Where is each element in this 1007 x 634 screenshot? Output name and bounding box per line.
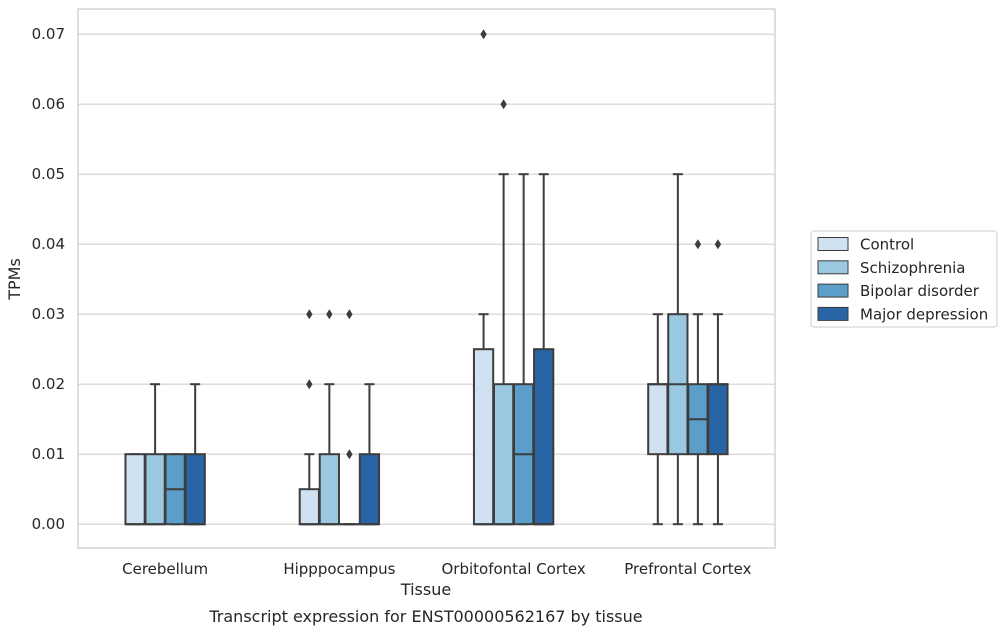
box-body: [707, 383, 729, 456]
x-tick-label: Prefrontal Cortex: [624, 560, 751, 578]
y-tick-labels: 0.00 0.01 0.02 0.03 0.04 0.05 0.06 0.07: [32, 25, 65, 533]
box-body: [533, 348, 555, 526]
box-body: [124, 453, 146, 526]
y-tick-label: 0.02: [32, 375, 65, 393]
box-body: [647, 383, 669, 456]
box-1-0: [298, 309, 320, 526]
box-0-1: [144, 383, 166, 526]
legend-label: Schizophrenia: [860, 259, 965, 277]
box-body: [358, 453, 381, 526]
legend-frame: [810, 230, 998, 328]
legend-swatch: [817, 237, 849, 251]
legend-label: Control: [860, 236, 914, 254]
box-0-2: [164, 453, 186, 526]
box-3-2: [687, 239, 709, 526]
box-2-2: [513, 173, 535, 526]
legend-swatch: [817, 283, 849, 298]
box-2-1: [492, 99, 515, 526]
box-0-0: [124, 453, 146, 526]
x-tick-label: Hipppocampus: [283, 560, 395, 578]
legend-label: Bipolar disorder: [860, 282, 980, 300]
box-0-3: [184, 383, 206, 526]
box-1-2: [338, 309, 361, 526]
y-tick-label: 0.05: [32, 165, 65, 183]
y-tick-label: 0.07: [32, 25, 65, 43]
box-1-1: [318, 309, 340, 526]
outlier-point: [306, 309, 313, 320]
outlier-point: [714, 239, 722, 250]
box-2-3: [533, 173, 555, 526]
outlier-point: [480, 29, 487, 40]
plot-frame: [77, 8, 776, 549]
legend-swatch: [817, 260, 849, 275]
outlier-point: [346, 309, 353, 320]
x-tick-label: Orbitofontal Cortex: [442, 560, 586, 578]
box-2-0: [472, 29, 495, 526]
box-body: [318, 453, 340, 526]
box-3-1: [667, 173, 689, 526]
outlier-point: [326, 309, 333, 320]
outlier-point: [694, 239, 702, 250]
x-axis-label: Tissue: [400, 580, 451, 599]
chart-caption: Transcript expression for ENST0000056216…: [208, 607, 642, 626]
box-1-3: [358, 383, 381, 526]
y-tick-label: 0.04: [32, 235, 65, 253]
outlier-point: [306, 379, 313, 390]
y-axis-label: TPMs: [5, 258, 24, 301]
legend-swatch: [817, 306, 849, 321]
y-tick-label: 0.06: [32, 95, 65, 113]
legend-label: Major depression: [860, 305, 988, 323]
y-tick-label: 0.00: [32, 515, 65, 533]
legend: Control Schizophrenia Bipolar disorder Majo…: [810, 230, 998, 328]
plot-area: [124, 29, 729, 526]
box-body: [144, 453, 166, 526]
y-tick-label: 0.01: [32, 445, 65, 463]
x-tick-label: Cerebellum: [122, 560, 208, 578]
box-3-0: [647, 313, 669, 526]
box-3-3: [707, 239, 729, 526]
outlier-point: [500, 99, 507, 110]
x-tick-labels: Cerebellum Hipppocampus Orbitofontal Corte…: [122, 560, 751, 578]
box-body: [472, 348, 495, 526]
outlier-point: [346, 449, 353, 460]
box-body: [298, 488, 320, 526]
box-body: [184, 453, 206, 526]
box-body: [492, 383, 515, 526]
y-tick-label: 0.03: [32, 305, 65, 323]
